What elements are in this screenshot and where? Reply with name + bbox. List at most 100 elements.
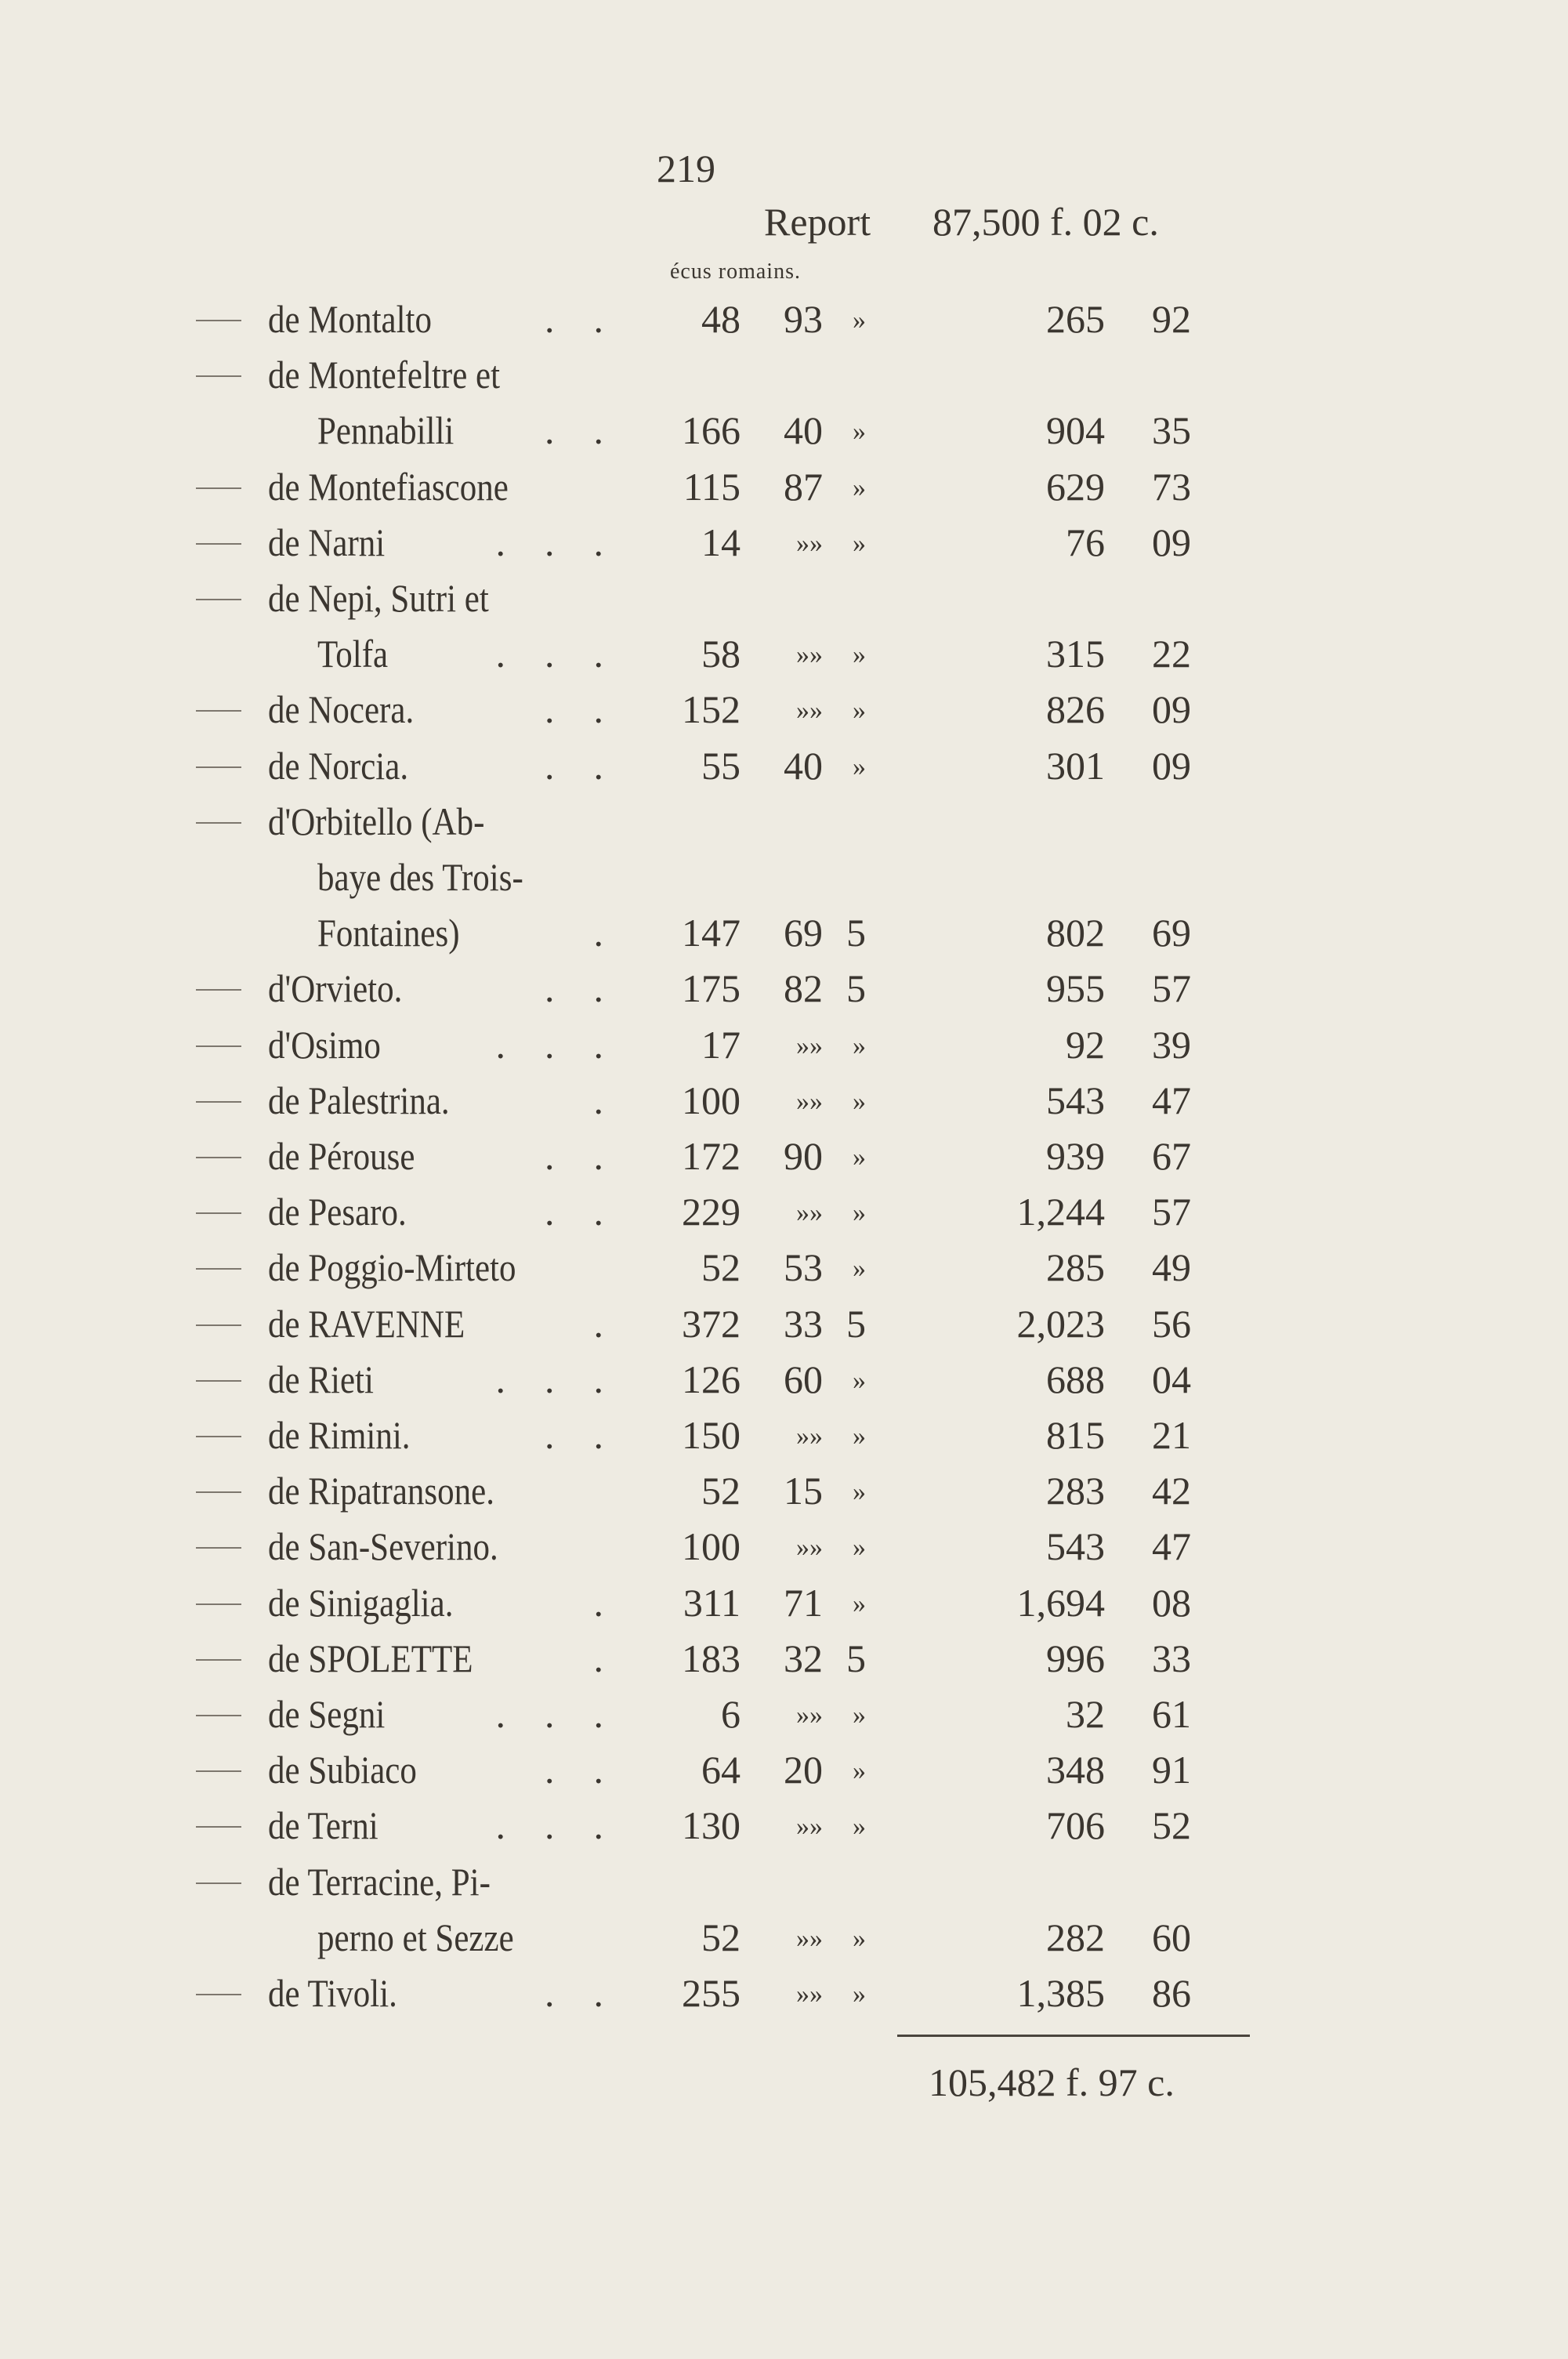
entry-leader-dots: . . (545, 1190, 603, 1234)
entry-dash (196, 821, 241, 824)
entry-name: de Tivoli. (268, 1971, 397, 2015)
entry-name: de SPOLETTE (268, 1636, 473, 1680)
ecus-decimal: 15 (784, 1469, 823, 1513)
francs-value: 1,385 (1016, 1971, 1106, 2015)
ecus-value: 115 (683, 464, 741, 509)
entry-name: de San-Severino. (268, 1524, 498, 1569)
entry-leader-dots: . (593, 1301, 604, 1346)
francs-value: 315 (1046, 632, 1105, 676)
francs-value: 92 (1066, 1022, 1105, 1067)
francs-value: 76 (1066, 520, 1105, 564)
entry-dash (196, 487, 241, 489)
ecus-decimal: »» (796, 1086, 823, 1116)
ecus-decimal: »» (796, 1422, 823, 1451)
centimes-value: 57 (1152, 966, 1191, 1011)
francs-value: 348 (1046, 1748, 1105, 1792)
ecus-value: 58 (701, 632, 741, 676)
entry-dash (196, 989, 241, 991)
ecus-decimal: 32 (784, 1636, 823, 1680)
entry-dash (196, 710, 241, 712)
ecus-third-digit: » (853, 1031, 866, 1060)
report-amount: 87,500 f. 02 c. (932, 200, 1159, 244)
ecus-value: 311 (683, 1580, 741, 1625)
entry-name: de Nocera. (268, 687, 415, 732)
ecus-decimal: 40 (784, 743, 823, 788)
entry-name: de Rimini. (268, 1413, 411, 1457)
francs-value: 904 (1046, 408, 1105, 453)
ecus-third-digit: 5 (846, 911, 866, 955)
entry-name: baye des Trois- (317, 855, 523, 899)
francs-value: 802 (1046, 911, 1105, 955)
ecus-value: 52 (701, 1469, 741, 1513)
entry-name: de Montefeltre et (268, 353, 501, 397)
ecus-third-digit: » (853, 306, 866, 335)
francs-value: 2,023 (1016, 1301, 1106, 1346)
centimes-value: 47 (1152, 1524, 1191, 1569)
centimes-value: 49 (1152, 1245, 1191, 1290)
entry-name: de Nepi, Sutri et (268, 576, 489, 620)
centimes-value: 33 (1152, 1636, 1191, 1680)
ecus-value: 52 (701, 1245, 741, 1290)
entry-leader-dots: . . (545, 1134, 603, 1178)
centimes-value: 09 (1152, 520, 1191, 564)
ecus-decimal: »» (796, 696, 823, 726)
entry-name: de Montefiascone (268, 464, 509, 509)
entry-leader-dots: . (593, 1580, 604, 1625)
entry-dash (196, 1268, 241, 1270)
entry-leader-dots: . . (545, 966, 603, 1011)
entry-dash (196, 1324, 241, 1326)
entry-name: de Terni (268, 1803, 378, 1848)
entry-dash (196, 542, 241, 545)
ecus-decimal: »» (796, 528, 823, 558)
centimes-value: 73 (1152, 464, 1191, 509)
centimes-value: 04 (1152, 1357, 1191, 1401)
ecus-decimal: »» (796, 1701, 823, 1730)
ecus-decimal: »» (796, 1031, 823, 1060)
centimes-value: 56 (1152, 1301, 1191, 1346)
francs-value: 955 (1046, 966, 1105, 1011)
ecus-third-digit: » (853, 1086, 866, 1116)
entry-leader-dots: . (593, 1636, 604, 1680)
ecus-decimal: 40 (784, 408, 823, 453)
entry-name: de Sinigaglia. (268, 1580, 454, 1625)
entry-name: de Terracine, Pi- (268, 1859, 491, 1904)
entry-dash (196, 1045, 241, 1047)
entry-dash (196, 1157, 241, 1158)
centimes-value: 91 (1152, 1748, 1191, 1792)
ecus-third-digit: » (853, 1980, 866, 2009)
ecus-decimal: 53 (784, 1245, 823, 1290)
francs-value: 706 (1046, 1803, 1105, 1848)
entry-name: perno et Sezze (317, 1915, 514, 1959)
entry-name: de Pesaro. (268, 1190, 407, 1234)
ecus-third-digit: » (853, 1589, 866, 1618)
francs-value: 543 (1046, 1078, 1105, 1122)
centimes-value: 09 (1152, 743, 1191, 788)
francs-value: 688 (1046, 1357, 1105, 1401)
centimes-value: 60 (1152, 1915, 1191, 1959)
ecus-third-digit: » (853, 1365, 866, 1395)
ecus-third-digit: » (853, 417, 866, 447)
entry-name: d'Orbitello (Ab- (268, 799, 485, 843)
centimes-value: 35 (1152, 408, 1191, 453)
francs-value: 283 (1046, 1469, 1105, 1513)
francs-value: 939 (1046, 1134, 1105, 1178)
francs-value: 826 (1046, 687, 1105, 732)
entry-name: de Narni (268, 520, 386, 564)
ecus-value: 372 (682, 1301, 741, 1346)
ecus-value: 126 (682, 1357, 741, 1401)
ecus-decimal: 82 (784, 966, 823, 1011)
centimes-value: 86 (1152, 1971, 1191, 2015)
entry-leader-dots: . . . (495, 1692, 604, 1736)
entry-name: de Ripatransone. (268, 1469, 494, 1513)
ecus-value: 100 (682, 1524, 741, 1569)
centimes-value: 08 (1152, 1580, 1191, 1625)
ecus-value: 14 (701, 520, 741, 564)
entry-dash (196, 1826, 241, 1828)
entry-name: de Rieti (268, 1357, 374, 1401)
page-number: 219 (657, 147, 715, 190)
entry-leader-dots: . . (545, 1748, 603, 1792)
centimes-value: 47 (1152, 1078, 1191, 1122)
entry-dash (196, 375, 241, 378)
ecus-third-digit: » (853, 1756, 866, 1786)
ecus-value: 100 (682, 1078, 741, 1122)
